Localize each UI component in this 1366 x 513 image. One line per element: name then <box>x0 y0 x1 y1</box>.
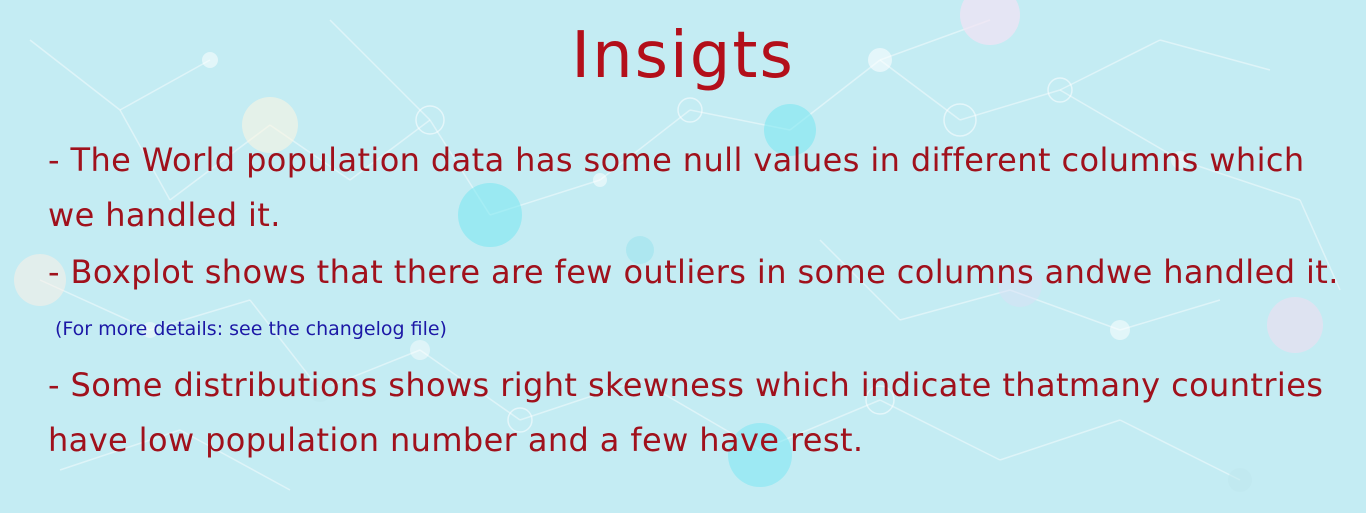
insight-line-2: we handled it. <box>48 196 281 234</box>
changelog-note: (For more details: see the changelog fil… <box>55 318 447 340</box>
insight-line-1: - The World population data has some nul… <box>48 141 1305 179</box>
slide-title: Insigts <box>571 19 795 93</box>
insight-line-4: - Some distributions shows right skewnes… <box>48 366 1324 404</box>
insight-line-5: have low population number and a few hav… <box>48 421 864 459</box>
insight-line-3: - Boxplot shows that there are few outli… <box>48 253 1339 291</box>
